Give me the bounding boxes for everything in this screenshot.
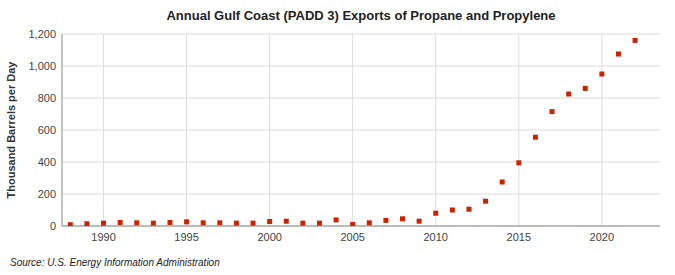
x-grid-line (269, 34, 270, 226)
point (217, 220, 222, 225)
y-tick-label: 1,200 (28, 28, 56, 40)
y-grid-line (62, 98, 660, 99)
point (483, 199, 488, 204)
point (500, 180, 505, 185)
y-tick-label: 600 (38, 124, 56, 136)
y-grid-line (62, 34, 660, 35)
x-tick-label: 2000 (257, 231, 281, 243)
point (317, 221, 322, 226)
point (167, 220, 172, 225)
y-tick-label: 0 (50, 220, 56, 232)
point (251, 221, 256, 226)
point (68, 222, 73, 226)
x-tick-label: 2020 (590, 231, 614, 243)
point (84, 221, 89, 226)
point (300, 221, 305, 226)
y-grid-line (62, 162, 660, 163)
chart: Annual Gulf Coast (PADD 3) Exports of Pr… (0, 0, 675, 275)
y-grid-line (62, 194, 660, 195)
y-tick-label: 800 (38, 92, 56, 104)
point (267, 219, 272, 224)
x-grid-line (435, 34, 436, 226)
point (466, 207, 471, 212)
point (151, 221, 156, 226)
point (433, 211, 438, 216)
point (350, 222, 355, 226)
point (118, 220, 123, 225)
x-grid-line (601, 34, 602, 226)
point (450, 208, 455, 213)
x-axis-line (62, 226, 660, 227)
x-tick-label: 1990 (91, 231, 115, 243)
point (400, 216, 405, 221)
y-axis-label: Thousand Barrels per Day (5, 61, 17, 199)
y-grid-line (62, 66, 660, 67)
y-tick-label: 1,000 (28, 60, 56, 72)
point (367, 220, 372, 225)
point (566, 92, 571, 97)
y-axis-line (62, 34, 63, 226)
tick-labels: 0 200 400 600 800 1,000 1,200 1990 1995 2000 2005 2… (28, 28, 614, 243)
points (68, 38, 638, 226)
x-tick-label: 1995 (174, 231, 198, 243)
point (234, 221, 239, 226)
point (616, 52, 621, 57)
point (134, 220, 139, 225)
x-grid-line (352, 34, 353, 226)
y-grid-line (62, 226, 660, 227)
grid (62, 34, 660, 226)
point (633, 38, 638, 43)
point (550, 109, 555, 114)
point (101, 221, 106, 226)
x-tick-label: 2015 (507, 231, 531, 243)
point (533, 135, 538, 140)
x-grid-line (518, 34, 519, 226)
point (583, 86, 588, 91)
y-tick-label: 200 (38, 188, 56, 200)
x-tick-label: 2005 (340, 231, 364, 243)
x-grid-line (186, 34, 187, 226)
point (516, 160, 521, 165)
point (599, 72, 604, 77)
x-tick-label: 2010 (424, 231, 448, 243)
point (201, 220, 206, 225)
y-tick-label: 400 (38, 156, 56, 168)
point (417, 219, 422, 224)
point (334, 217, 339, 222)
point (284, 219, 289, 224)
title: Annual Gulf Coast (PADD 3) Exports of Pr… (166, 8, 555, 23)
y-grid-line (62, 130, 660, 131)
x-grid-line (103, 34, 104, 226)
point (383, 218, 388, 223)
point (184, 219, 189, 224)
source-note: Source: U.S. Energy Information Administ… (10, 257, 220, 268)
